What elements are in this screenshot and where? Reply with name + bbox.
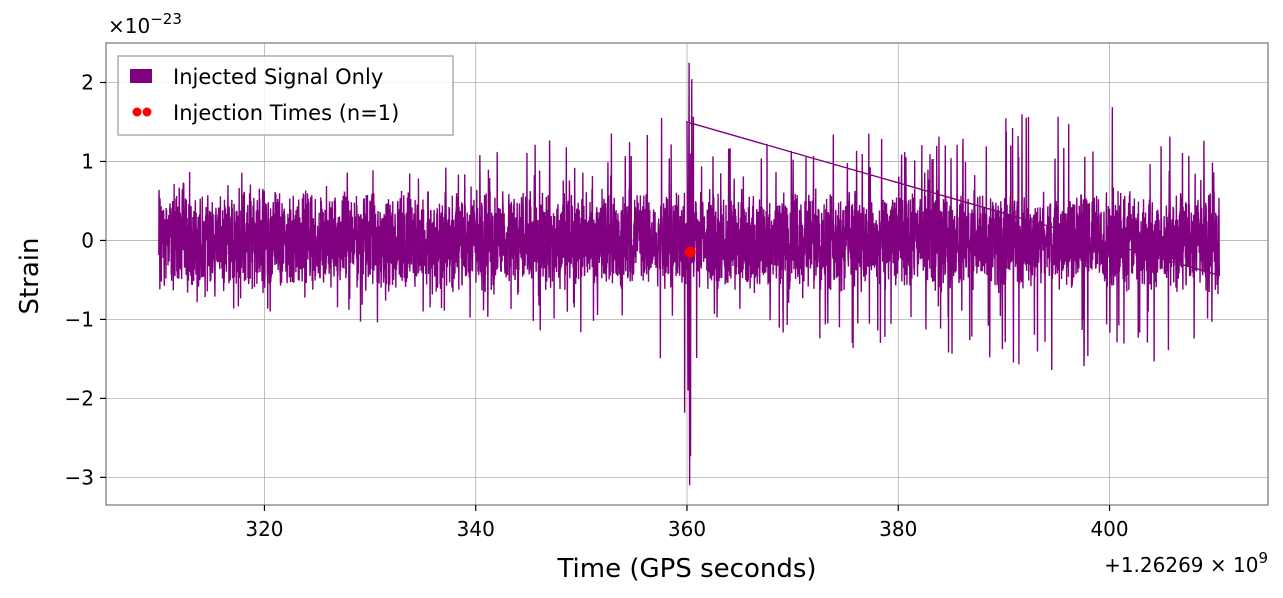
x-axis-ticks: 320 340 360 380 400	[245, 505, 1129, 541]
legend: Injected Signal Only Injection Times (n=…	[117, 55, 454, 136]
legend-label-injection: Injection Times (n=1)	[173, 101, 399, 125]
y-tick-label: −1	[65, 307, 94, 331]
x-tick-label: 360	[668, 517, 706, 541]
x-tick-label: 380	[879, 517, 917, 541]
y-tick-label: −2	[65, 386, 94, 410]
signal-series	[158, 62, 1221, 486]
legend-dot-injection	[132, 107, 142, 117]
legend-patch-signal	[130, 69, 152, 83]
y-axis-label: Strain	[15, 237, 45, 314]
x-axis-label: Time (GPS seconds)	[556, 554, 816, 584]
y-scale-label: ×10−23	[108, 10, 182, 38]
y-tick-label: 0	[81, 228, 94, 252]
injection-series	[684, 246, 696, 258]
y-tick-label: 1	[81, 149, 94, 173]
signal-line	[158, 62, 1221, 486]
legend-dot-injection	[142, 107, 152, 117]
y-tick-label: 2	[81, 70, 94, 94]
x-tick-label: 320	[245, 517, 283, 541]
y-axis-ticks: −3 −2 −1 0 1 2	[65, 70, 106, 489]
x-offset-label: +1.26269 × 109	[1104, 549, 1268, 577]
x-tick-label: 400	[1090, 517, 1128, 541]
injection-point	[684, 246, 696, 258]
legend-label-signal: Injected Signal Only	[173, 65, 383, 89]
y-tick-label: −3	[65, 465, 94, 489]
legend-box	[117, 55, 454, 136]
x-tick-label: 340	[457, 517, 495, 541]
